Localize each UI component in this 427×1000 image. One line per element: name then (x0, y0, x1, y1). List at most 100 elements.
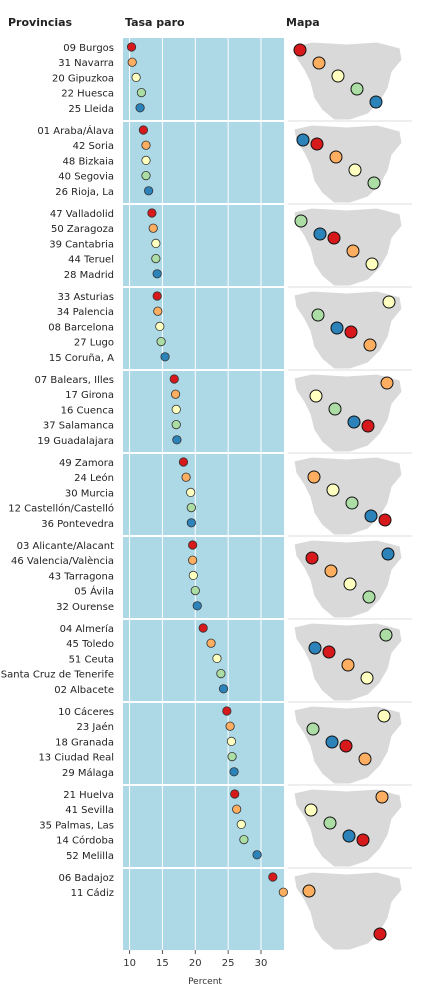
province-label: 19 Guadalajara (37, 436, 114, 447)
map-province-highlight (328, 402, 342, 416)
map-region (293, 871, 403, 951)
map-province-highlight (373, 927, 387, 941)
x-tick-label: 20 (189, 958, 202, 969)
rate-point (141, 171, 151, 181)
rate-point (186, 518, 196, 528)
map-province-highlight (361, 419, 375, 433)
rate-point (155, 321, 165, 331)
map-province-highlight (329, 150, 343, 164)
map-province-highlight (342, 829, 356, 843)
x-tick-label: 25 (222, 958, 235, 969)
map-province-highlight (311, 308, 325, 322)
rate-point (222, 706, 232, 716)
map-province-highlight (331, 69, 345, 83)
rate-point (151, 238, 161, 248)
province-label: 40 Segovia (58, 172, 114, 183)
rate-point (218, 684, 229, 694)
rate-point (147, 208, 157, 218)
mini-map (293, 705, 403, 785)
province-label: 42 Soria (73, 141, 114, 152)
map-province-highlight (310, 137, 324, 151)
mini-map (293, 207, 403, 287)
province-label: 44 Teruel (68, 255, 114, 266)
map-province-highlight (369, 95, 383, 109)
province-label: 10 Cáceres (58, 706, 114, 718)
rate-point (160, 352, 170, 362)
map-province-highlight (382, 295, 396, 309)
rate-point (186, 487, 196, 497)
province-label: 46 Valencia/València (11, 555, 114, 567)
map-province-highlight (322, 645, 336, 659)
rate-panel (123, 38, 288, 950)
province-label: 27 Lugo (74, 338, 114, 349)
rate-point (181, 472, 191, 482)
map-province-highlight (363, 338, 377, 352)
rate-point (135, 103, 145, 113)
province-label: 02 Albacete (54, 685, 114, 696)
map-province-highlight (380, 376, 394, 390)
x-axis: Percent 10 15 20 25 30 (123, 950, 267, 987)
map-province-highlight (293, 43, 307, 57)
province-label: 17 Girona (65, 390, 114, 401)
rate-point (169, 374, 179, 384)
x-axis-title: Percent (188, 977, 222, 987)
map-province-highlight (325, 735, 339, 749)
province-label: 16 Cuenca (61, 405, 114, 416)
province-label: 52 Melilla (66, 851, 114, 862)
map-province-highlight (324, 564, 338, 578)
map-province-highlight (307, 470, 321, 484)
map-province-highlight (305, 551, 319, 565)
province-label: 32 Ourense (56, 602, 114, 613)
x-tick-label: 10 (123, 958, 136, 969)
province-label: 03 Alicante/Alacant (17, 541, 114, 552)
map-province-highlight (350, 82, 364, 96)
province-label: 22 Huesca (61, 89, 114, 100)
map-province-highlight (356, 833, 370, 847)
mini-map (293, 622, 403, 702)
province-label: 15 Coruña, A (49, 353, 114, 364)
map-province-highlight (381, 547, 395, 561)
province-label: 47 Valladolid (50, 209, 114, 220)
rate-point (136, 88, 146, 98)
map-province-highlight (362, 590, 376, 604)
rate-point (188, 540, 198, 550)
maps-column (288, 41, 412, 951)
rate-point (192, 601, 202, 611)
rate-point (141, 155, 151, 165)
mini-map (293, 124, 403, 204)
province-label: 08 Barcelona (48, 322, 114, 333)
map-province-highlight (302, 884, 316, 898)
province-label: 04 Almería (60, 623, 114, 635)
map-province-highlight (347, 415, 361, 429)
mini-map (293, 373, 403, 453)
province-label: 30 Murcia (65, 488, 114, 499)
rate-point (188, 570, 198, 581)
map-province-highlight (364, 509, 378, 523)
rate-point (171, 404, 181, 414)
province-label: 34 Palencia (57, 307, 114, 318)
rate-point (239, 834, 249, 845)
rate-point (141, 140, 151, 150)
map-province-highlight (378, 513, 392, 527)
map-province-highlight (379, 628, 393, 642)
map-province-highlight (330, 321, 344, 335)
rate-point (186, 502, 196, 513)
map-province-highlight (309, 389, 323, 403)
map-province-highlight (296, 133, 310, 147)
map-province-highlight (358, 752, 372, 766)
province-label: 24 León (74, 472, 114, 484)
map-province-highlight (313, 227, 327, 241)
map-province-highlight (365, 257, 379, 271)
rate-point (236, 819, 246, 830)
rate-point (227, 751, 237, 762)
map-province-highlight (343, 577, 357, 591)
province-label: 36 Pontevedra (41, 519, 114, 530)
rate-point (232, 804, 242, 814)
province-label: 28 Madrid (64, 270, 114, 281)
province-label: 09 Burgos (63, 43, 114, 54)
rate-point (212, 653, 222, 664)
province-label: 38 Santa Cruz de Tenerife (0, 670, 114, 681)
province-label: 50 Zaragoza (51, 224, 114, 235)
map-province-highlight (323, 816, 337, 830)
